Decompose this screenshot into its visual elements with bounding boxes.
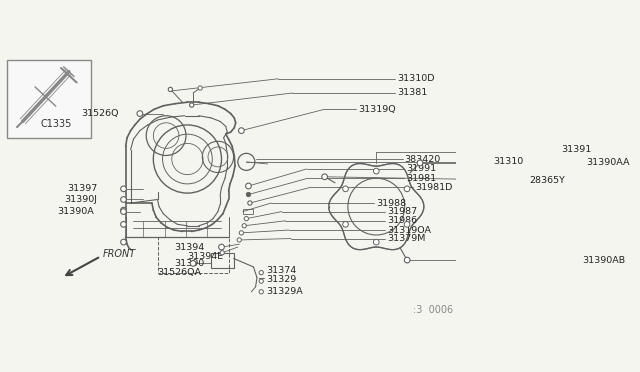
Circle shape <box>259 270 264 275</box>
Circle shape <box>373 168 379 174</box>
Text: 31991: 31991 <box>406 164 436 173</box>
Text: 31394: 31394 <box>174 243 204 251</box>
Text: 31329: 31329 <box>266 275 296 284</box>
Text: 31987: 31987 <box>387 207 417 216</box>
Text: :3  0006: :3 0006 <box>413 305 453 315</box>
Text: 31397: 31397 <box>67 185 97 193</box>
Text: 31981: 31981 <box>406 174 436 183</box>
Circle shape <box>404 257 410 263</box>
Text: 31526Q: 31526Q <box>81 109 118 118</box>
Text: C1335: C1335 <box>40 119 72 128</box>
Circle shape <box>239 231 243 235</box>
Text: 31390A: 31390A <box>57 207 93 216</box>
Circle shape <box>342 186 348 192</box>
Circle shape <box>168 87 173 92</box>
Circle shape <box>417 160 423 166</box>
Circle shape <box>404 221 410 227</box>
Circle shape <box>198 86 202 90</box>
Circle shape <box>242 224 246 228</box>
Circle shape <box>259 279 264 283</box>
Text: 31319OA: 31319OA <box>387 225 431 234</box>
Circle shape <box>137 111 143 116</box>
Circle shape <box>219 244 225 250</box>
Text: 31319Q: 31319Q <box>358 105 396 114</box>
Circle shape <box>342 221 348 227</box>
Text: 31988: 31988 <box>376 199 406 208</box>
Circle shape <box>121 239 126 245</box>
Circle shape <box>121 207 126 213</box>
Text: 31394E: 31394E <box>188 252 223 261</box>
Circle shape <box>237 238 241 242</box>
Text: 383420: 383420 <box>404 154 441 164</box>
Bar <box>157 237 228 273</box>
Text: FRONT: FRONT <box>103 249 136 259</box>
Circle shape <box>189 103 194 107</box>
Circle shape <box>220 251 225 255</box>
Circle shape <box>190 260 196 266</box>
Circle shape <box>121 197 126 202</box>
Text: 31310D: 31310D <box>397 74 435 83</box>
Circle shape <box>246 183 252 189</box>
Text: 31526QA: 31526QA <box>157 268 202 277</box>
Text: 31390AB: 31390AB <box>582 256 625 264</box>
Circle shape <box>121 209 126 214</box>
Bar <box>211 253 234 268</box>
Circle shape <box>373 239 379 245</box>
Text: 31390AA: 31390AA <box>586 158 629 167</box>
Text: 31390: 31390 <box>174 259 204 268</box>
Circle shape <box>246 192 251 197</box>
Text: 31329A: 31329A <box>266 287 303 296</box>
Circle shape <box>121 221 126 227</box>
Text: 31381: 31381 <box>397 89 428 97</box>
Text: 31391: 31391 <box>561 145 591 154</box>
Bar <box>243 209 253 214</box>
Text: 31379M: 31379M <box>387 234 426 243</box>
Text: 31986: 31986 <box>387 216 417 225</box>
Circle shape <box>404 186 410 192</box>
Circle shape <box>259 290 264 294</box>
Text: 31390J: 31390J <box>64 195 97 204</box>
Circle shape <box>121 186 126 192</box>
Text: 31981D: 31981D <box>415 183 452 192</box>
Circle shape <box>239 128 244 134</box>
Circle shape <box>248 201 252 205</box>
Circle shape <box>322 174 328 180</box>
Bar <box>7 60 91 138</box>
Text: 31374: 31374 <box>266 266 296 275</box>
Circle shape <box>244 217 248 221</box>
Text: 28365Y: 28365Y <box>529 176 565 185</box>
Text: 31310: 31310 <box>493 157 524 166</box>
